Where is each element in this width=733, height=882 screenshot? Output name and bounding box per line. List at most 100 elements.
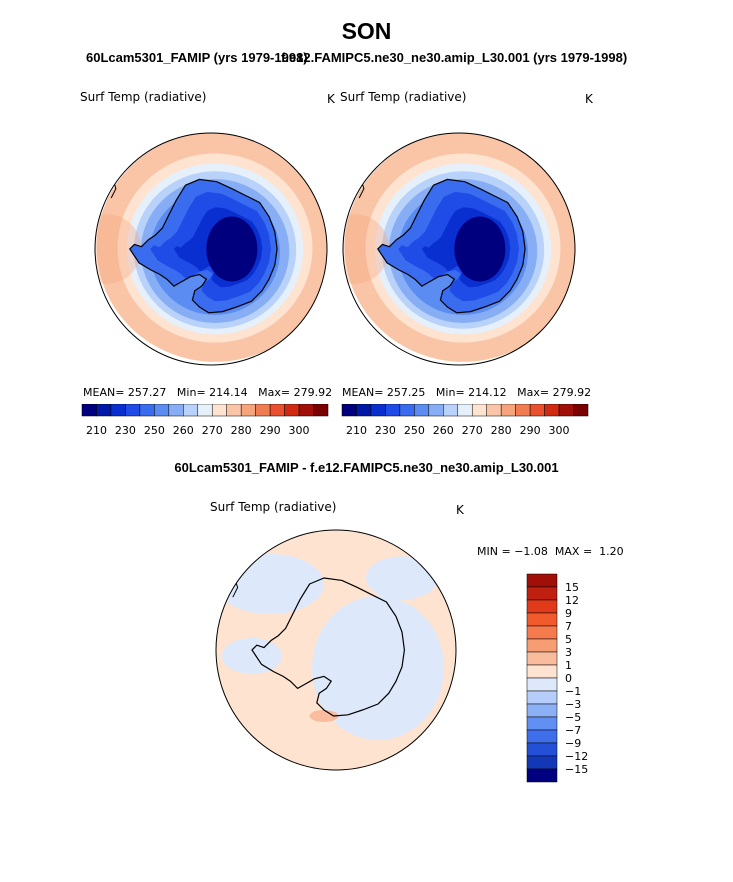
colorbar-swatch — [526, 716, 558, 731]
colorbar-tick-label: −3 — [565, 698, 581, 711]
mean-label: MEAN= — [83, 386, 125, 399]
colorbar-swatch — [526, 664, 558, 679]
panel-right-variable: Surf Temp (radiative) — [340, 90, 467, 104]
colorbar-swatch — [526, 612, 558, 627]
colorbar-tick-label: 290 — [260, 424, 281, 437]
colorbar-tick-label: 3 — [565, 646, 572, 659]
colorbar-swatch — [154, 404, 170, 417]
colorbar-swatch — [526, 651, 558, 666]
colorbar-swatch — [96, 404, 112, 417]
page-title: SON — [341, 18, 392, 44]
min-value: 214.12 — [468, 386, 507, 399]
min-label: Min= — [435, 386, 465, 399]
colorbar-swatch — [298, 404, 314, 417]
mean-value: 257.27 — [127, 386, 167, 399]
panel-right-map — [342, 132, 576, 366]
colorbar-swatch — [558, 404, 574, 417]
colorbar-swatch — [526, 729, 558, 744]
colorbar-tick-label: 280 — [491, 424, 512, 437]
colorbar-swatch — [471, 404, 487, 417]
panel-right-title: f.e12.FAMIPC5.ne30_ne30.amip_L30.001 (yr… — [281, 50, 628, 65]
diff-cool-region — [222, 638, 282, 674]
colorbar-swatch — [414, 404, 430, 417]
colorbar-tick-label: 5 — [565, 633, 572, 646]
colorbar-tick-label: 230 — [375, 424, 396, 437]
colorbar-tick-label: 7 — [565, 620, 572, 633]
panel-diff-map — [215, 529, 457, 771]
colorbar-tick-label: 280 — [231, 424, 252, 437]
panel-diff-units: K — [456, 503, 464, 517]
diff-cool-region — [216, 554, 324, 614]
colorbar-tick-label: 260 — [173, 424, 194, 437]
colorbar-swatch — [526, 703, 558, 718]
colorbar-swatch — [526, 638, 558, 653]
colorbar-swatch — [269, 404, 285, 417]
colorbar-swatch — [486, 404, 502, 417]
diff-cool-region — [366, 556, 438, 600]
panel-right-units: K — [585, 92, 593, 106]
colorbar-tick-label: 250 — [144, 424, 165, 437]
colorbar-swatch — [500, 404, 516, 417]
panel-diff-title: 60Lcam5301_FAMIP - f.e12.FAMIPC5.ne30_ne… — [174, 460, 559, 475]
colorbar-swatch — [356, 404, 372, 417]
colorbar-tick-label: −9 — [565, 737, 581, 750]
colorbar-tick-label: −15 — [565, 763, 588, 776]
colorbar-swatch — [526, 677, 558, 692]
colorbar-swatch — [168, 404, 184, 417]
colorbar-tick-label: −1 — [565, 685, 581, 698]
colorbar-tick-label: 15 — [565, 581, 579, 594]
colorbar-swatch — [226, 404, 242, 417]
max-label: MAX = — [554, 545, 593, 558]
colorbar-swatch — [240, 404, 256, 417]
colorbar-swatch — [443, 404, 459, 417]
max-value: 279.92 — [293, 386, 333, 399]
colorbar-swatch — [399, 404, 415, 417]
colorbar-swatch — [183, 404, 199, 417]
panel-left-colorbar: 210 230 250 260 270 280 290 300 — [81, 404, 329, 437]
colorbar-tick-label: −7 — [565, 724, 581, 737]
panel-diff-minmax: MIN = −1.08 MAX = 1.20 — [477, 545, 624, 558]
colorbar-swatch — [515, 404, 531, 417]
panel-right-stats: MEAN= 257.25 Min= 214.12 Max= 279.92 — [342, 386, 591, 399]
colorbar-tick-label: 210 — [86, 424, 107, 437]
colorbar-swatch — [544, 404, 560, 417]
colorbar-swatch — [428, 404, 444, 417]
diff-warm-spot — [309, 710, 339, 722]
colorbar-tick-label: 300 — [549, 424, 570, 437]
colorbar-tick-label: −12 — [565, 750, 588, 763]
max-value: 1.20 — [599, 545, 624, 558]
panel-left-variable: Surf Temp (radiative) — [80, 90, 207, 104]
colorbar-swatch — [573, 404, 589, 417]
warm-edge — [95, 214, 142, 284]
colorbar-swatch — [211, 404, 227, 417]
mean-label: MEAN= — [342, 386, 384, 399]
colorbar-tick-label: 210 — [346, 424, 367, 437]
colorbar-swatch — [313, 404, 329, 417]
colorbar-tick-label: 230 — [115, 424, 136, 437]
colorbar-tick-label: 250 — [404, 424, 425, 437]
panel-right-colorbar: 210 230 250 260 270 280 290 300 — [341, 404, 589, 437]
colorbar-tick-label: 1 — [565, 659, 572, 672]
coastline — [129, 178, 278, 314]
colorbar-swatch — [255, 404, 271, 417]
mean-value: 257.25 — [386, 386, 426, 399]
colorbar-tick-label: 12 — [565, 594, 579, 607]
min-value: −1.08 — [514, 545, 548, 558]
panel-left-title: 60Lcam5301_FAMIP (yrs 1979-1998) — [86, 50, 308, 65]
colorbar-swatch — [385, 404, 401, 417]
colorbar-tick-label: −5 — [565, 711, 581, 724]
colorbar-swatch — [526, 755, 558, 770]
min-label: MIN = — [477, 545, 511, 558]
colorbar-swatch — [526, 690, 558, 705]
coastline — [377, 178, 526, 314]
colorbar-swatch — [526, 742, 558, 757]
colorbar-tick-label: 0 — [565, 672, 572, 685]
colorbar-swatch — [526, 586, 558, 601]
colorbar-swatch — [370, 404, 386, 417]
panel-left-stats: MEAN= 257.27 Min= 214.14 Max= 279.92 — [83, 386, 332, 399]
min-value: 214.14 — [209, 386, 248, 399]
plateau-core — [206, 216, 258, 282]
colorbar-swatch — [284, 404, 300, 417]
colorbar-tick-label: 9 — [565, 607, 572, 620]
